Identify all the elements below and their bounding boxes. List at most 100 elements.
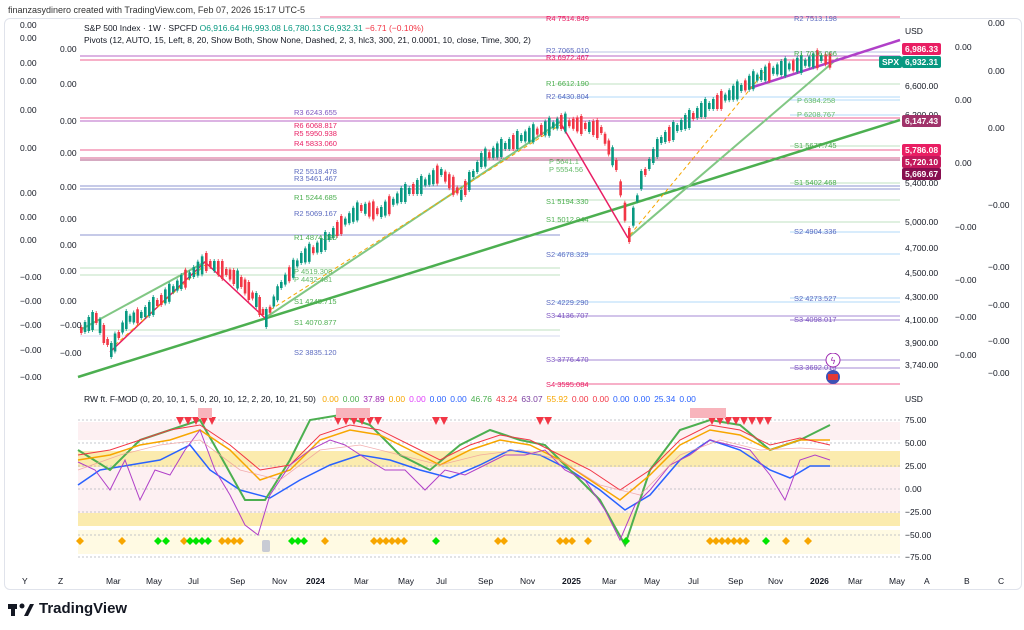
signal-diamond [186,537,194,545]
signal-diamond [204,537,212,545]
pivot-label: R1 6612.190 [546,79,589,88]
indicator-value: 0.00 [612,394,630,404]
indicator-tick: −75.00 [905,552,932,562]
event-icons[interactable]: ϟ [824,353,842,385]
left-scale-tick: 0.00 [20,188,37,198]
upper-trendline-2025 [627,57,839,239]
candle-body [87,317,91,331]
indicator-value: 43.24 [496,394,518,404]
indicator-value: 0.00 [409,394,426,404]
right-scale-tick: −0.00 [988,262,1010,272]
candle-body [91,312,94,330]
candle-body [164,289,167,304]
candle-body [756,74,759,81]
bearish-triangle [176,417,184,425]
indicator-value: 55.92 [546,394,568,404]
candle-body [416,180,419,194]
time-tick: Y [22,576,28,586]
candle-body [588,122,591,132]
candle-body [496,143,499,158]
signal-diamond [218,537,226,545]
spx-symbol-tag: SPX [879,56,903,68]
close-value: C6,932.31 [323,23,363,33]
left-scale-tick: 0.00 [20,76,37,86]
bearish-triangle [708,417,716,425]
candle-body [404,184,407,202]
pivot-label: R3 6243.655 [294,108,337,117]
left-scale-tick: 0.00 [20,212,37,222]
time-tick: May [398,576,415,586]
time-tick: Mar [848,576,863,586]
candle-body [240,277,243,287]
time-tick: 2025 [562,576,581,586]
candle-body [296,260,299,267]
candle-body [564,113,567,132]
candle-body [304,248,307,263]
candle-body [603,133,607,144]
left-scale-tick-2: −0.00 [60,320,82,330]
tradingview-logo[interactable]: TradingView [8,600,127,617]
osc-red [77,424,831,491]
indicator-tick: 25.00 [905,461,927,471]
signal-diamond [236,537,244,545]
candle-body [596,120,599,138]
candle-body [265,309,268,327]
candle-body [752,71,755,90]
pivot-label: S3 3776.470 [546,355,589,364]
candle-body [140,312,143,318]
bearish-triangle [756,417,764,425]
candle-body [117,332,121,338]
candle-body [704,99,707,117]
overbought-block [336,408,370,418]
signal-diamond [712,537,720,545]
left-scale-tick-2: 0.00 [60,296,77,306]
candle-body [217,261,220,275]
candle-body [768,63,771,82]
signal-diamond [718,537,726,545]
time-tick: Nov [272,576,288,586]
candle-body [668,127,671,141]
bearish-triangle [374,417,382,425]
candle-body [196,261,200,276]
overbought-block [690,408,726,418]
creator-caption: finanzasydinero created with TradingView… [8,5,305,15]
pivot-label: S2 4678.329 [546,250,589,259]
candle-body [320,238,323,252]
indicator-currency: USD [905,394,923,404]
main-legend[interactable]: S&P 500 Index · 1W · SPCFD O6,916.64 H6,… [84,23,424,33]
bearish-triangle [748,417,756,425]
candle-body [444,171,447,182]
candle-body [600,127,603,133]
candle-body [125,311,128,329]
candle-body [692,113,695,119]
signal-diamond [388,537,396,545]
indicator-value: 63.07 [521,394,543,404]
candle-body [228,269,232,280]
candle-body [192,267,196,277]
right-scale-tick: −0.00 [988,368,1010,378]
bearish-triangle [724,417,732,425]
price-tick: 4,300.00 [905,292,939,302]
indicator-legend[interactable]: RW ft. F-MOD (0, 20, 10, 1, 5, 0, 20, 10… [84,394,704,404]
candle-body [95,313,98,323]
signal-diamond [730,537,738,545]
pivots-legend[interactable]: Pivots (12, AUTO, 15, Left, 8, 20, Show … [84,35,531,45]
signal-diamond [154,537,162,545]
indicator-name: RW ft. F-MOD (0, 20, 10, 1, 5, 0, 20, 10… [84,394,316,404]
candle-body [388,196,391,215]
price-tick: 4,500.00 [905,268,939,278]
pivot-label: P 6384.258 [797,96,836,105]
candle-body [284,274,287,285]
left-scale-tick-2: 0.00 [60,44,77,54]
right-scale-tick: 0.00 [988,18,1005,28]
candle-body [243,279,247,294]
indicator-tick: −25.00 [905,507,932,517]
candle-body [232,270,236,284]
signal-diamond [321,537,329,545]
candle-body [808,56,811,67]
time-tick: Nov [768,576,784,586]
symbol-name: S&P 500 Index · 1W · SPCFD [84,23,198,33]
candle-body [760,70,763,80]
right-scale-tick: 0.00 [988,123,1005,133]
